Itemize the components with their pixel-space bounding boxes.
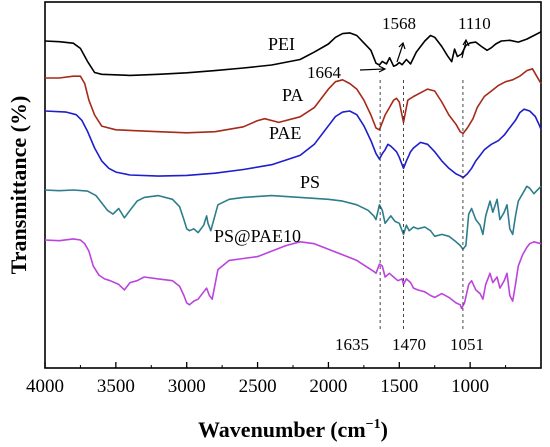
x-tick-label-1000: 1000 [451,376,489,397]
x-axis-title: Wavenumber (cm−1) [198,417,388,442]
arrow-1664-head [378,65,387,73]
annotation-1664: 1664 [307,63,342,82]
series-label-ps: PS [300,172,320,192]
x-tick-label-1500: 1500 [380,376,418,397]
x-tick-label-3500: 3500 [97,376,135,397]
series-group [44,31,542,310]
arrow-1110 [461,40,467,59]
plot-frame [44,1,542,369]
arrow-1568-head [398,41,406,50]
x-tick-label-2500: 2500 [239,376,277,397]
annotation-1051: 1051 [450,335,484,354]
arrow-1110-head [462,38,470,47]
peak-arrows [359,38,470,73]
arrow-1664 [359,68,385,71]
series-label-pa: PA [282,85,303,105]
x-axis-title-superscript: −1 [366,417,381,432]
y-axis-title: Transmittance (%) [6,96,31,275]
arrow-1568 [396,43,404,63]
annotation-1470: 1470 [392,335,426,354]
annotation-1568: 1568 [382,14,416,33]
annotation-1635: 1635 [335,335,369,354]
series-line-ps-pae10 [44,238,542,310]
series-line-ps [44,185,542,250]
series-line-pa [45,68,542,135]
x-axis-ticks: 4000 3500 3000 2500 2000 1500 1000 [26,362,507,397]
annotation-1110: 1110 [458,14,491,33]
x-tick-label-4000: 4000 [26,376,64,397]
series-line-pei [44,31,542,77]
x-tick-label-2000: 2000 [309,376,347,397]
series-line-pae [44,108,542,179]
x-tick-label-3000: 3000 [168,376,206,397]
series-label-pei: PEI [268,34,295,54]
series-label-ps-pae10: PS@PAE10 [214,226,301,246]
series-label-pae: PAE [269,123,301,143]
